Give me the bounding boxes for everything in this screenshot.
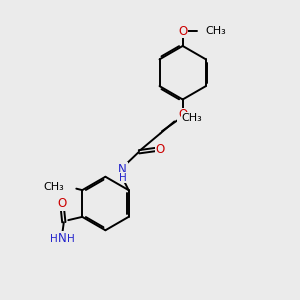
Text: CH₃: CH₃ (205, 26, 226, 36)
Text: CH₃: CH₃ (44, 182, 64, 192)
Text: N: N (118, 163, 127, 176)
Text: H: H (50, 234, 58, 244)
Text: O: O (58, 197, 67, 210)
Text: H: H (67, 234, 74, 244)
Text: H: H (119, 173, 127, 183)
Text: N: N (58, 232, 67, 245)
Text: CH₃: CH₃ (181, 113, 202, 123)
Text: O: O (156, 143, 165, 156)
Text: O: O (178, 108, 187, 122)
Text: O: O (178, 25, 187, 38)
